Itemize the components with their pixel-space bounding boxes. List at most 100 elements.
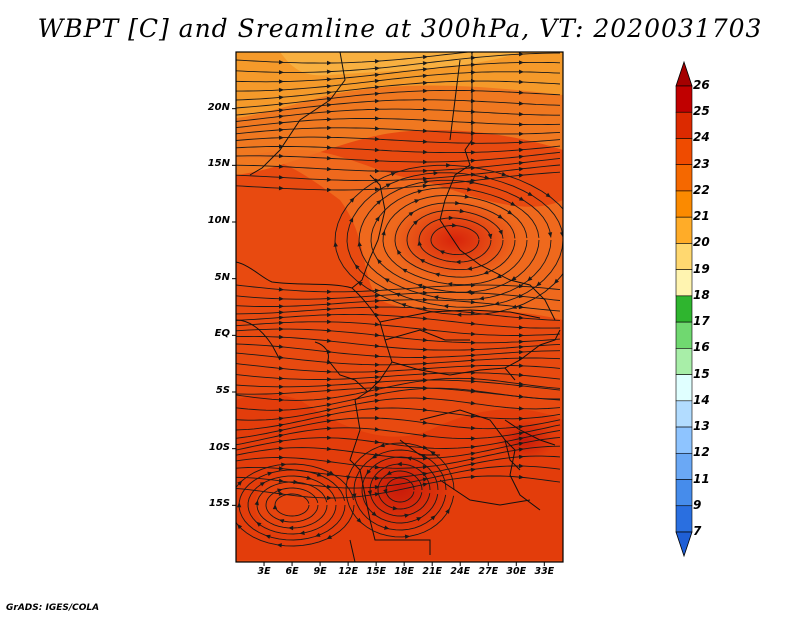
colorbar-label: 25: [693, 104, 710, 119]
streamline-arrowhead: [374, 322, 380, 327]
streamline-arrowhead: [278, 296, 284, 301]
lat-label: 15N: [207, 158, 230, 170]
colorbar-label: 24: [693, 130, 710, 145]
streamline-arrowhead: [518, 283, 524, 289]
streamline-arrowhead: [278, 423, 284, 428]
streamline-arrowhead: [470, 331, 476, 337]
streamline-arrowhead: [422, 366, 428, 372]
streamline-arrowhead: [497, 214, 503, 219]
lat-tick-marks: [232, 108, 236, 506]
streamline-arrowhead: [279, 79, 284, 84]
streamline-arrowhead: [470, 413, 476, 419]
streamline-arrowhead: [326, 145, 332, 150]
streamline-arrowhead: [279, 455, 284, 460]
streamline-arrowhead: [422, 482, 428, 487]
lon-label: 9E: [313, 566, 327, 577]
streamline-arrowhead: [326, 307, 332, 312]
streamline-arrowhead: [422, 117, 428, 123]
lon-label: 24E: [450, 566, 471, 577]
streamline-arrowhead: [519, 333, 524, 338]
colorbar-swatch: [675, 216, 693, 244]
streamline-arrowhead: [430, 515, 436, 521]
streamline-arrowhead: [422, 471, 428, 477]
streamline-arrowhead: [288, 525, 294, 531]
lat-label: 15S: [208, 498, 230, 510]
streamline-arrowhead: [422, 465, 428, 470]
streamline-arrowhead: [237, 524, 243, 530]
streamline-arrowhead: [422, 168, 428, 174]
streamline-arrowhead: [422, 316, 428, 321]
map-frame: [235, 51, 564, 563]
streamline-arrowhead: [326, 117, 332, 122]
streamline-arrowhead: [371, 511, 377, 517]
streamline-arrowhead: [445, 508, 450, 514]
country-borders: [236, 52, 561, 562]
streamline-arrowhead: [470, 353, 476, 358]
streamline-arrowhead: [316, 472, 323, 477]
streamline-arrowhead: [278, 320, 284, 326]
streamline-arrowhead: [327, 60, 332, 66]
lon-label: 15E: [366, 566, 386, 577]
streamline-arrowhead: [518, 160, 524, 166]
streamline: [236, 284, 561, 293]
colorbar-label: 16: [693, 340, 710, 355]
streamline: [236, 136, 561, 144]
streamline-arrowhead: [470, 165, 476, 171]
streamline-arrowhead: [326, 177, 332, 182]
streamline-arrowhead: [470, 321, 476, 326]
streamline-arrowhead: [357, 241, 362, 247]
streamline-arrowhead: [326, 402, 332, 408]
streamline-arrowhead: [278, 446, 284, 451]
colorbar-swatch: [675, 479, 693, 507]
streamline-arrowhead: [384, 278, 390, 283]
streamline-arrowhead: [416, 517, 422, 522]
streamline-arrowhead: [422, 73, 428, 79]
streamline: [236, 417, 561, 439]
streamline-arrowhead: [278, 287, 284, 292]
streamline-arrowhead: [423, 297, 428, 302]
streamline-arrowhead: [519, 131, 524, 137]
streamline-arrowhead: [293, 479, 299, 485]
streamline-arrowhead: [422, 128, 428, 133]
colorbar-swatch: [675, 190, 693, 218]
streamline-arrowhead: [237, 480, 243, 486]
streamline-arrowhead: [374, 136, 380, 142]
streamline: [236, 313, 561, 329]
streamline-arrowhead: [299, 530, 305, 535]
streamline-arrowhead: [278, 135, 284, 140]
streamline-arrowhead: [354, 264, 360, 270]
streamline-arrowhead: [278, 108, 284, 113]
streamline-arrowhead: [443, 304, 449, 309]
streamline-arrowhead: [423, 355, 428, 360]
streamline-arrowhead: [422, 67, 428, 72]
streamline-arrowhead: [326, 459, 332, 464]
streamline-arrowhead: [352, 493, 357, 499]
streamline: [361, 456, 439, 524]
streamline-arrowhead: [483, 270, 489, 275]
streamline-arrowhead: [400, 303, 407, 308]
streamline-arrowhead: [470, 376, 476, 381]
grads-credit: GrADS: IGES/COLA: [6, 603, 100, 613]
streamline-arrowhead: [422, 61, 428, 66]
streamline-arrowhead: [518, 90, 524, 95]
streamline-arrowhead: [396, 461, 402, 467]
streamline-arrowhead: [470, 290, 476, 295]
streamline: [406, 209, 504, 271]
streamline-arrowhead: [375, 305, 380, 310]
streamline-arrowhead: [478, 296, 485, 301]
streamline-arrowhead: [470, 436, 476, 441]
streamline-arrowhead: [374, 375, 380, 380]
lon-label: 12E: [338, 566, 358, 577]
streamline-arrowhead: [518, 173, 524, 178]
streamline-arrowhead: [447, 282, 453, 287]
streamline-arrowhead: [375, 107, 380, 112]
streamline-arrowhead: [417, 283, 423, 289]
streamline-arrowhead: [464, 194, 470, 199]
streamline: [236, 61, 561, 83]
streamline-arrowhead: [518, 167, 524, 172]
streamline-arrowhead: [326, 90, 332, 95]
streamline-arrowhead: [278, 397, 284, 402]
streamline-arrowhead: [518, 372, 524, 378]
streamline-arrowhead: [470, 310, 476, 315]
streamline-arrowhead: [259, 482, 266, 487]
